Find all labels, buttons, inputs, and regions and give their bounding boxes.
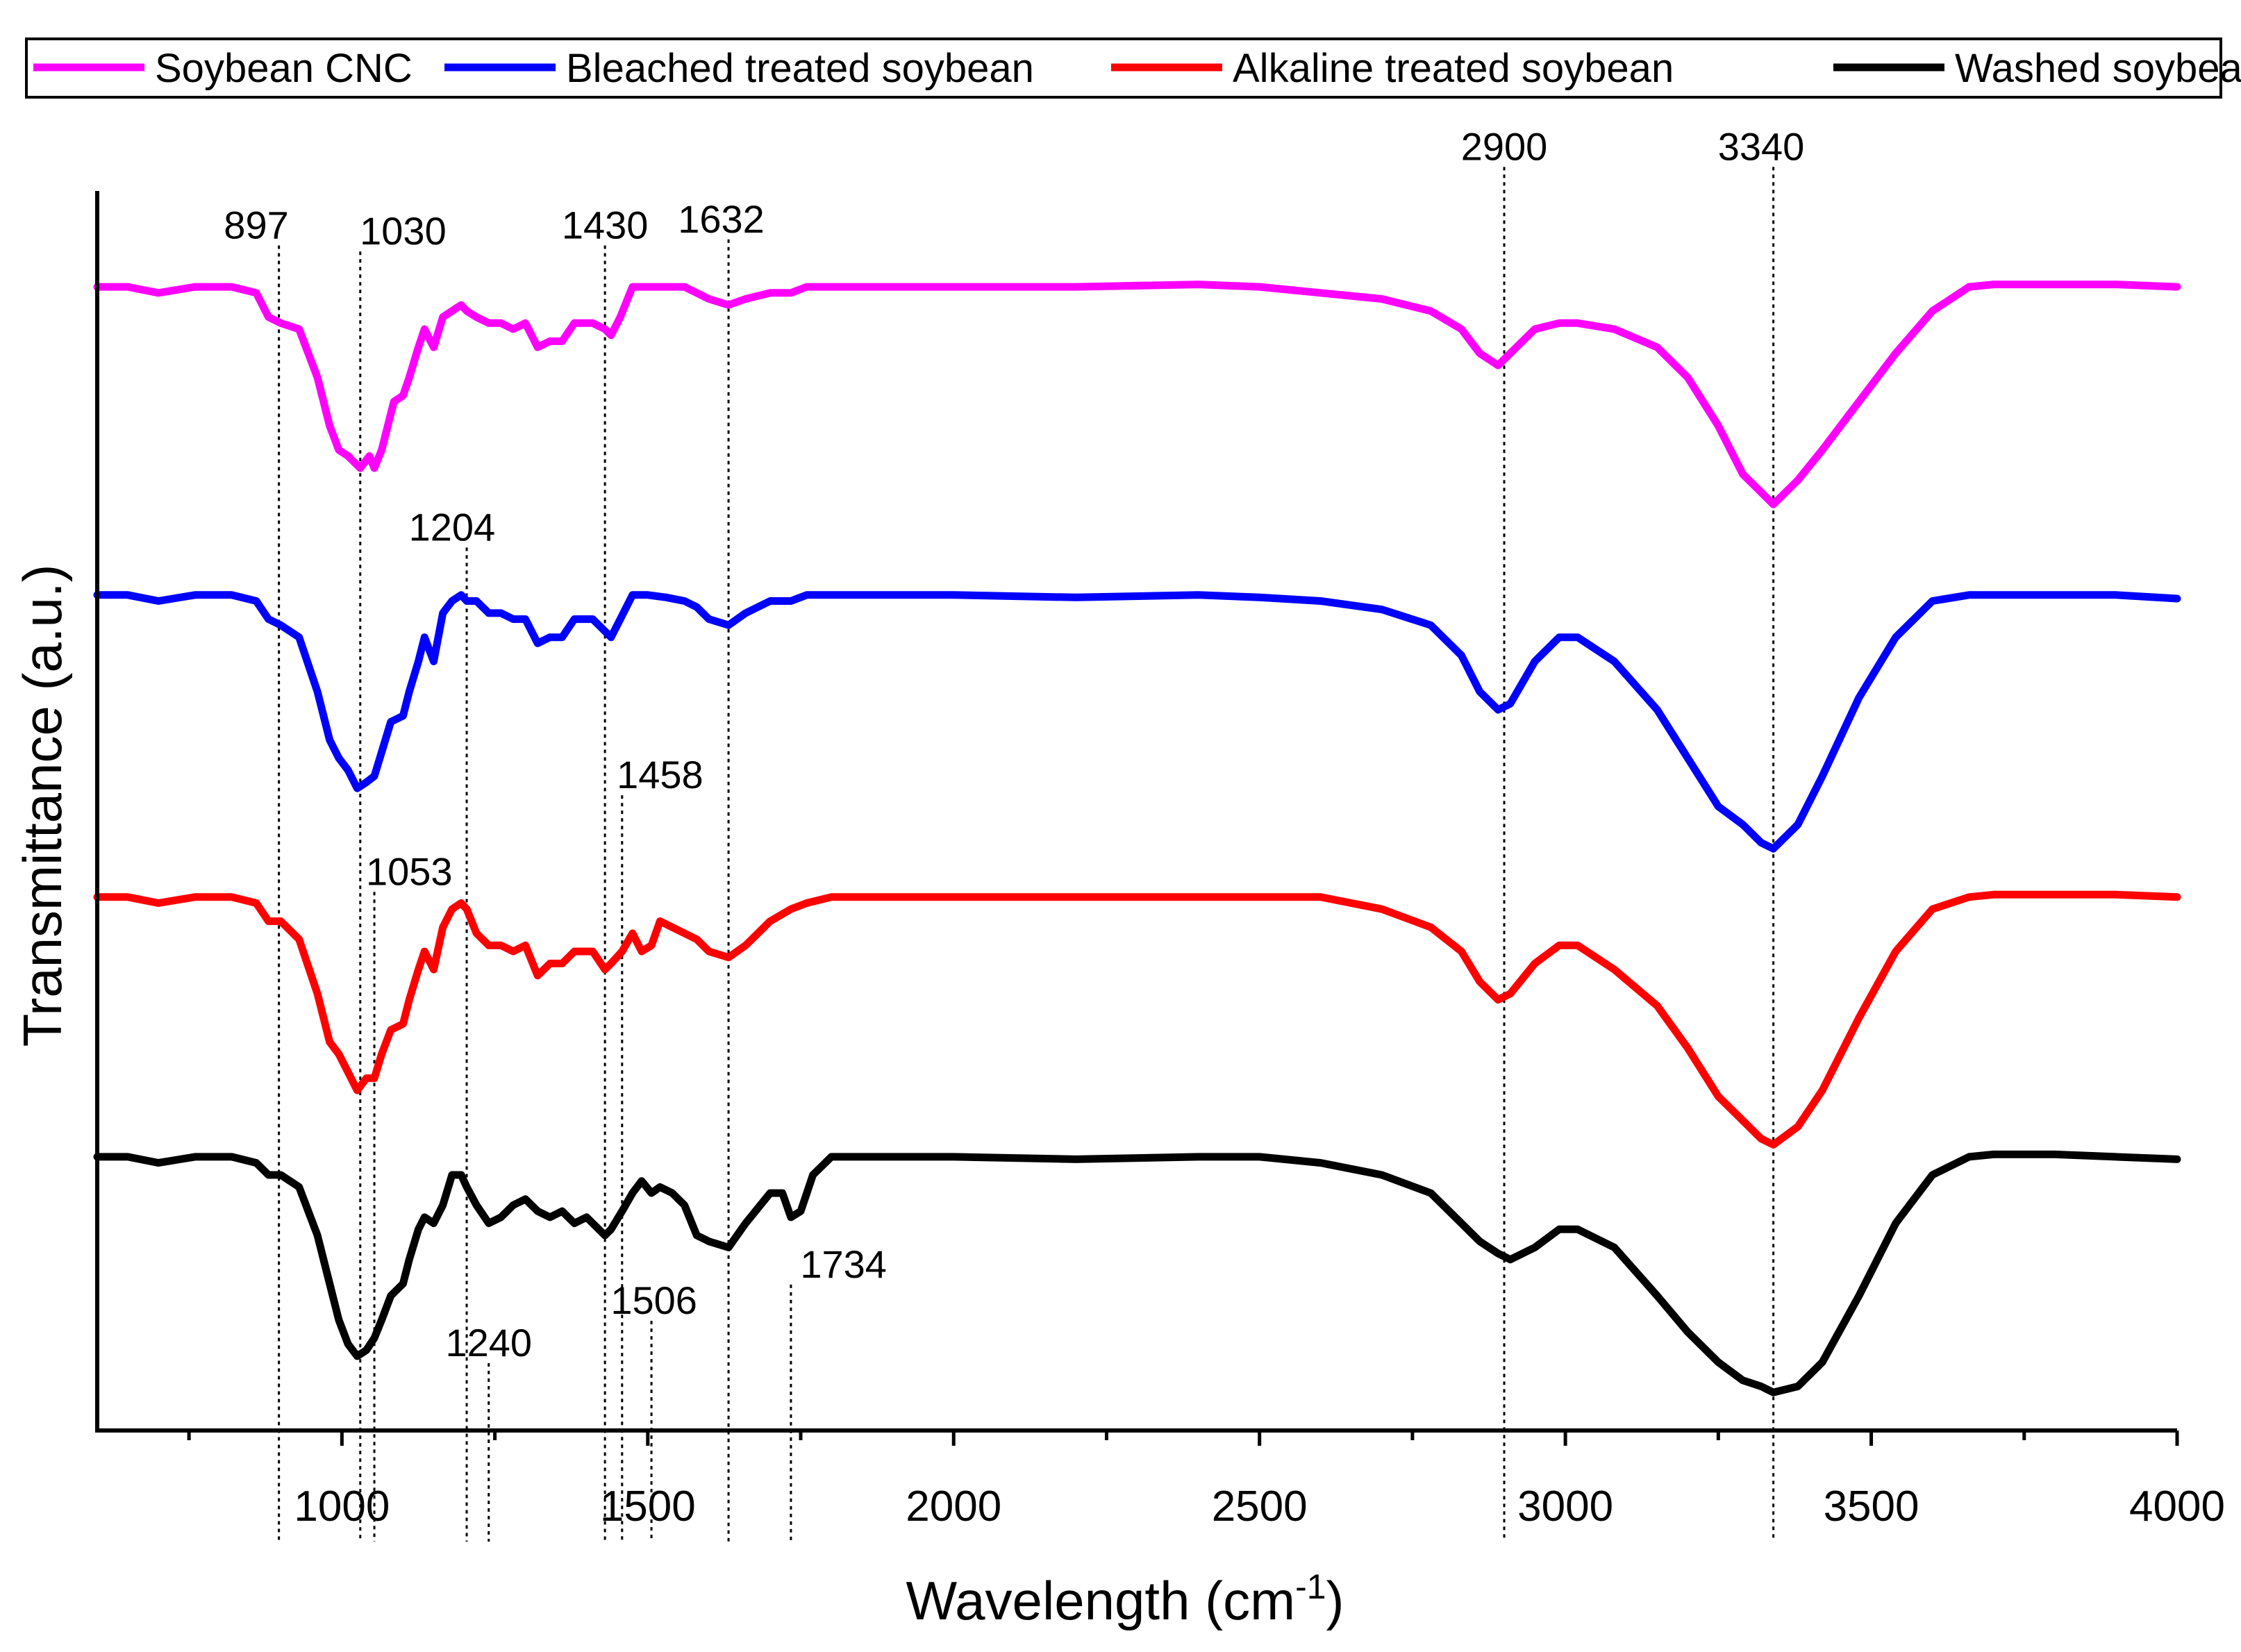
axes: 1000 1500 2000 2500 3000 3500 4000	[95, 191, 2225, 1530]
peak-label-897: 897	[224, 203, 288, 247]
x-tick-label-1500: 1500	[600, 1483, 696, 1530]
legend-label-2: Alkaline treated soybean	[1233, 46, 1674, 91]
series-line-0	[93, 281, 2181, 508]
peak-label-1632: 1632	[678, 197, 765, 241]
legend: Soybean CNC Bleached treated soybean Alkal…	[25, 37, 2241, 99]
peak-label-3340: 3340	[1718, 124, 1805, 168]
x-tick-label-3500: 3500	[1824, 1483, 1919, 1530]
x-tick-label-3000: 3000	[1517, 1483, 1613, 1530]
series-layer	[93, 281, 2181, 1396]
legend-label-3: Washed soybean	[1955, 46, 2241, 91]
peak-label-1053: 1053	[366, 849, 453, 893]
peak-label-1240: 1240	[445, 1321, 532, 1365]
peak-label-1734: 1734	[800, 1242, 887, 1286]
peak-guide-lines	[278, 167, 1775, 1542]
peak-label-1458: 1458	[617, 753, 703, 796]
legend-label-1: Bleached treated soybean	[566, 46, 1034, 91]
x-tick-label-2500: 2500	[1212, 1483, 1308, 1530]
x-axis-title-suffix: )	[1326, 1570, 1344, 1631]
y-axis-title: Transmittance (a.u.)	[12, 565, 73, 1047]
peak-label-1204: 1204	[409, 506, 496, 549]
peak-label-2900: 2900	[1461, 124, 1548, 168]
peak-label-1506: 1506	[610, 1278, 697, 1322]
peak-label-1030: 1030	[360, 209, 447, 253]
series-line-2	[93, 890, 2181, 1149]
peak-label-1430: 1430	[562, 203, 649, 247]
x-axis-title-superscript: -1	[1295, 1567, 1326, 1606]
x-axis-title: Wavelength (cm-1)	[906, 1567, 1344, 1631]
series-line-3	[93, 1150, 2181, 1396]
peak-labels: 897 1030 1053 1204 1240 1430 1458 1506 1632 1734 2…	[224, 124, 1804, 1365]
x-tick-label-1000: 1000	[294, 1483, 390, 1530]
x-tick-label-2000: 2000	[906, 1483, 1001, 1530]
x-tick-label-4000: 4000	[2129, 1483, 2225, 1530]
legend-label-0: Soybean CNC	[155, 46, 413, 91]
x-ticks: 1000 1500 2000 2500 3000 3500 4000	[187, 1430, 2225, 1530]
series-line-1	[93, 591, 2181, 853]
